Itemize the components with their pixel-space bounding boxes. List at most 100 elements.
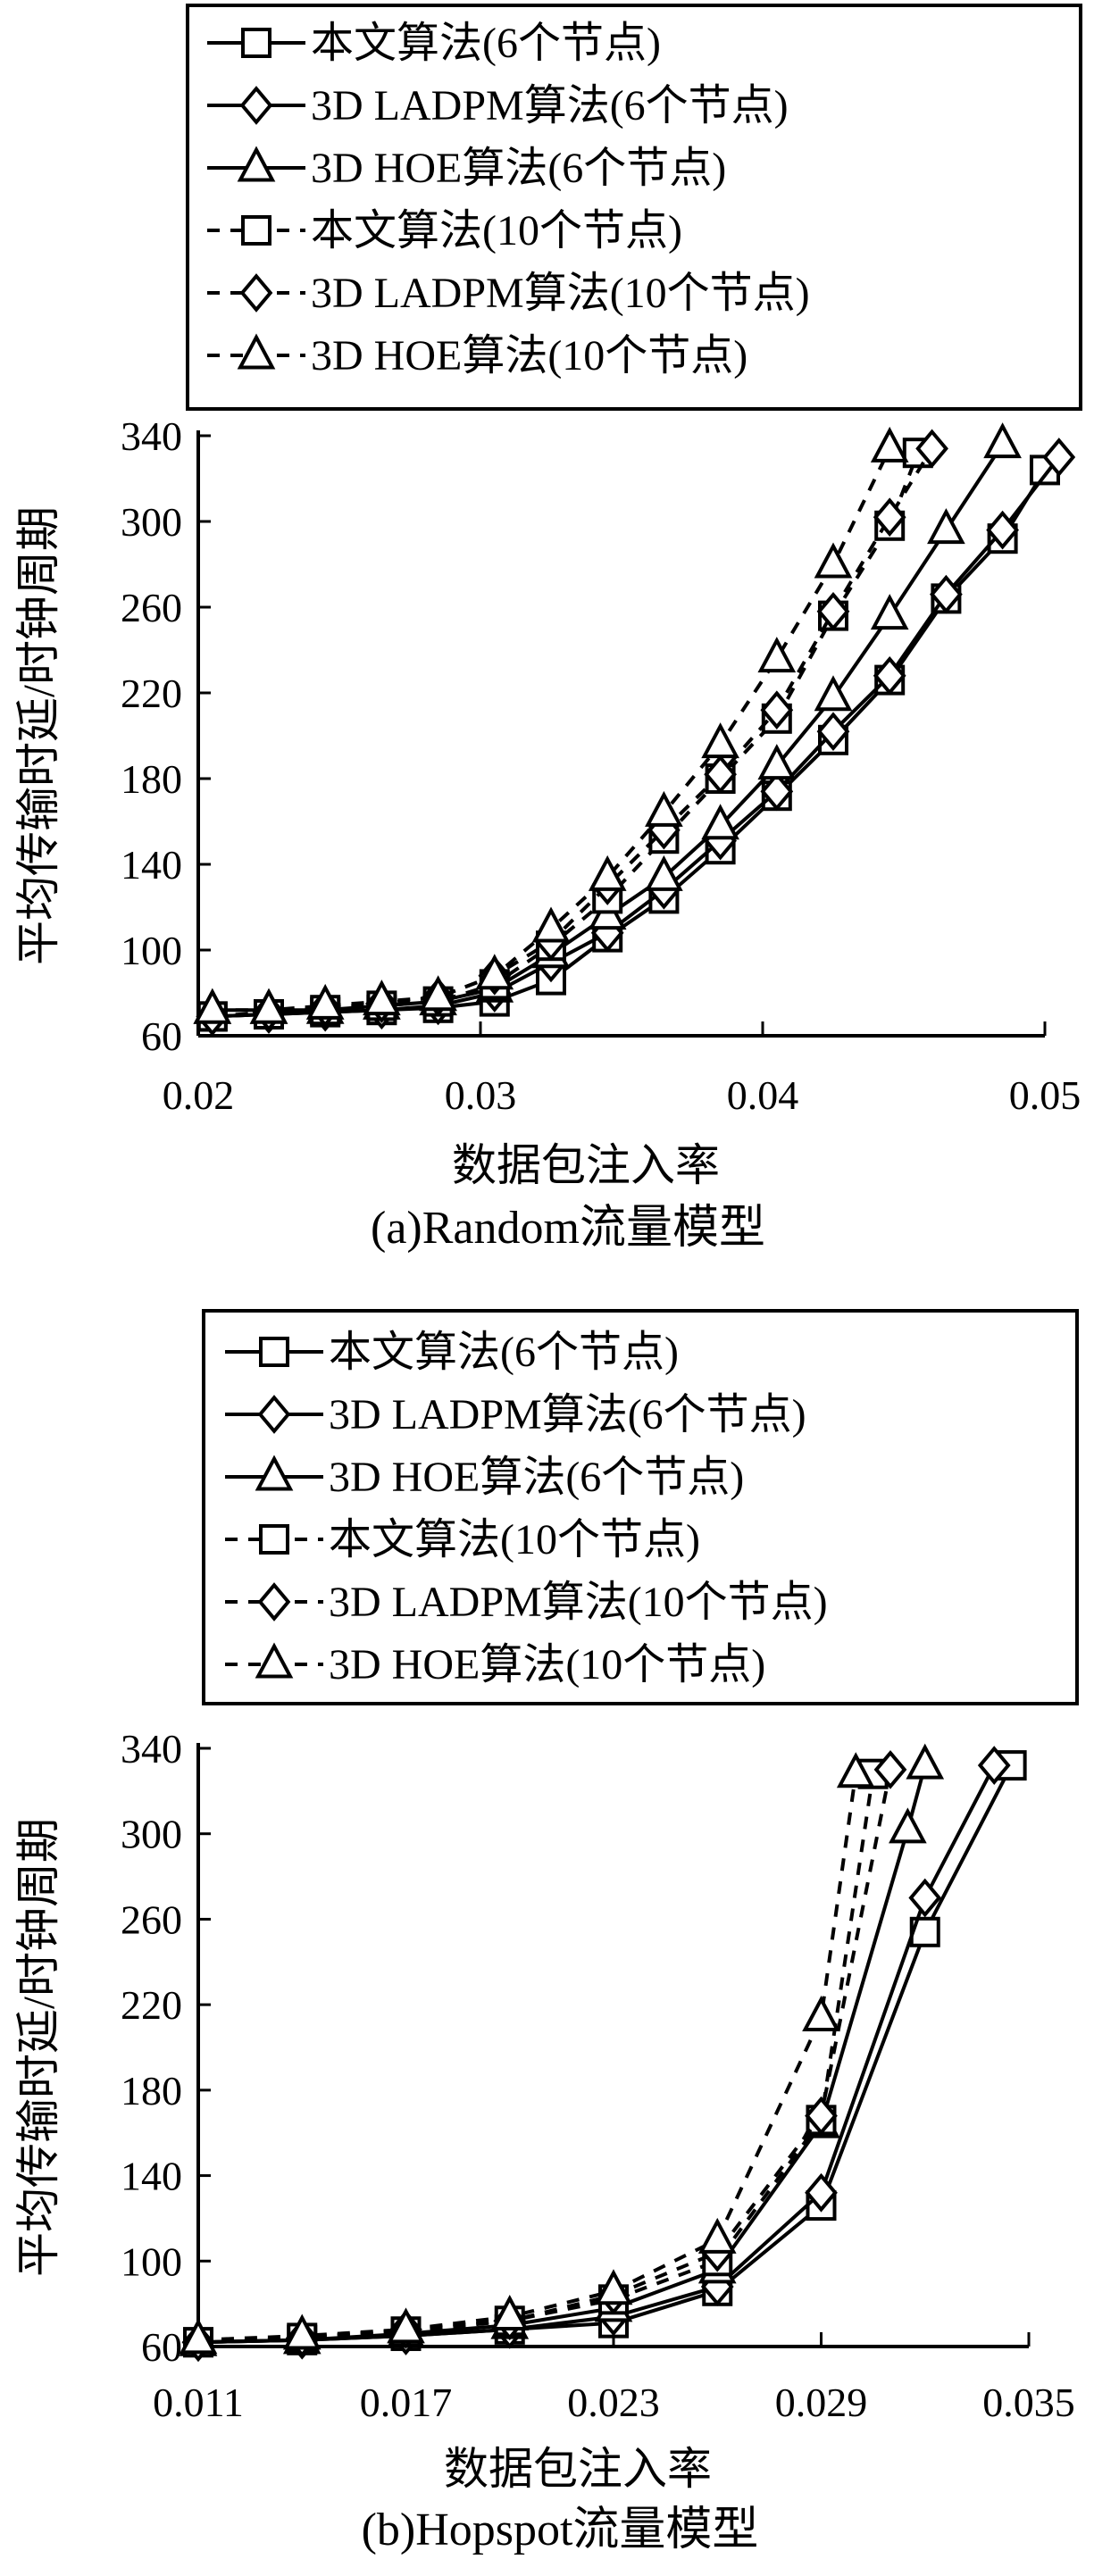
legend-entry: 本文算法(10个节点) bbox=[329, 1516, 700, 1563]
data-point-diamond bbox=[805, 2096, 838, 2136]
data-point-triangle bbox=[906, 1743, 945, 1780]
series-2 bbox=[181, 1746, 1011, 2363]
legend-triangle-marker bbox=[237, 333, 276, 370]
series-6 bbox=[179, 1752, 875, 2355]
data-point-triangle bbox=[305, 983, 345, 1020]
data-point-diamond bbox=[873, 497, 906, 538]
data-point-triangle bbox=[475, 954, 514, 990]
legend-square-marker bbox=[259, 1337, 289, 1367]
data-point-square bbox=[909, 1916, 940, 1947]
chart-caption: (b)Hopspot流量模型 bbox=[362, 2505, 759, 2555]
x-tick-label: 0.05 bbox=[1009, 1072, 1081, 1118]
legend-square-marker bbox=[241, 28, 271, 58]
data-point-triangle bbox=[802, 1996, 840, 2031]
legend-entry: 3D LADPM算法(10个节点) bbox=[311, 270, 810, 317]
data-point-diamond bbox=[908, 1878, 942, 1918]
x-tick-label: 0.02 bbox=[163, 1072, 235, 1118]
legend-entry: 3D HOE算法(10个节点) bbox=[329, 1641, 765, 1688]
data-point-triangle bbox=[836, 1752, 875, 1788]
series-3 bbox=[179, 1743, 945, 2356]
y-tick-label: 300 bbox=[121, 1812, 182, 1857]
x-tick-label: 0.035 bbox=[982, 2380, 1075, 2425]
data-point-diamond bbox=[805, 2172, 838, 2213]
data-point-triangle bbox=[419, 975, 457, 1012]
data-point-diamond bbox=[704, 754, 737, 795]
chart-1: 本文算法(6个节点) 3D LADPM算法(6个节点) 3D HOE算法(6个节点)… bbox=[13, 4, 1082, 1254]
y-tick-label: 220 bbox=[121, 671, 182, 716]
data-point-triangle bbox=[594, 2269, 633, 2305]
legend-entry: 3D LADPM算法(6个节点) bbox=[329, 1391, 806, 1438]
series-line bbox=[197, 1764, 927, 2345]
series-line bbox=[197, 1764, 997, 2345]
chart-2: 本文算法(6个节点) 3D LADPM算法(6个节点) 3D HOE算法(6个节点)… bbox=[13, 1309, 1079, 2555]
y-tick-label: 140 bbox=[121, 842, 182, 888]
data-point-triangle bbox=[531, 906, 571, 943]
data-point-triangle bbox=[179, 2318, 218, 2355]
y-tick-label: 220 bbox=[121, 1982, 182, 2028]
legend-entry: 本文算法(6个节点) bbox=[329, 1329, 679, 1376]
series-line bbox=[197, 1764, 1014, 2345]
legend-entry: 3D HOE算法(6个节点) bbox=[311, 145, 726, 192]
legend-triangle-marker bbox=[255, 1642, 294, 1679]
legend-frame bbox=[186, 4, 1082, 411]
chart-caption: (a)Random流量模型 bbox=[371, 1203, 765, 1254]
series-line bbox=[212, 455, 1061, 1019]
data-point-diamond bbox=[915, 429, 948, 469]
y-tick-label: 300 bbox=[121, 499, 182, 545]
data-point-triangle bbox=[193, 988, 232, 1024]
data-point-diamond bbox=[930, 574, 963, 614]
x-tick-label: 0.023 bbox=[567, 2380, 660, 2425]
data-point-triangle bbox=[927, 508, 965, 545]
data-point-diamond bbox=[873, 655, 906, 696]
legend-entry: 本文算法(6个节点) bbox=[311, 20, 661, 67]
data-point-triangle bbox=[645, 790, 683, 827]
data-point-diamond bbox=[816, 591, 850, 631]
data-point-triangle bbox=[387, 2307, 425, 2344]
series-line bbox=[197, 1773, 875, 2345]
data-point-triangle bbox=[645, 854, 683, 891]
data-point-triangle bbox=[697, 2217, 737, 2254]
legend-square-marker bbox=[259, 1524, 289, 1555]
x-tick-label: 0.011 bbox=[153, 2380, 244, 2425]
data-point-triangle bbox=[757, 744, 797, 780]
data-point-triangle bbox=[889, 1807, 927, 1844]
y-tick-label: 180 bbox=[121, 756, 182, 802]
data-point-diamond bbox=[977, 1746, 1011, 1786]
data-point-triangle bbox=[870, 594, 909, 630]
y-tick-label: 260 bbox=[121, 1897, 182, 1942]
data-point-triangle bbox=[701, 722, 739, 759]
series-line bbox=[197, 1773, 858, 2342]
data-point-triangle bbox=[249, 988, 288, 1024]
y-axis-title: 平均传输时延/时钟周期 bbox=[13, 506, 63, 965]
legend-entry: 3D LADPM算法(6个节点) bbox=[311, 82, 789, 129]
data-point-triangle bbox=[983, 422, 1022, 459]
series-5 bbox=[181, 1750, 907, 2363]
data-point-triangle bbox=[814, 542, 853, 579]
data-point-diamond bbox=[760, 690, 794, 730]
data-point-triangle bbox=[588, 854, 627, 891]
legend-entry: 3D HOE算法(10个节点) bbox=[311, 332, 747, 379]
data-point-triangle bbox=[870, 426, 909, 463]
legend-entry: 3D LADPM算法(10个节点) bbox=[329, 1579, 828, 1626]
y-tick-label: 340 bbox=[121, 413, 182, 459]
legend-diamond-marker bbox=[239, 86, 273, 125]
legend-entry: 3D HOE算法(6个节点) bbox=[329, 1454, 744, 1501]
series-line bbox=[197, 1769, 892, 2345]
legend-diamond-marker bbox=[257, 1582, 291, 1621]
legend-entry: 本文算法(10个节点) bbox=[311, 207, 682, 254]
x-tick-label: 0.03 bbox=[445, 1072, 517, 1118]
legend-1: 本文算法(6个节点) 3D LADPM算法(6个节点) 3D HOE算法(6个节点)… bbox=[186, 4, 1082, 411]
legend-frame bbox=[202, 1309, 1079, 1705]
data-point-triangle bbox=[363, 980, 401, 1016]
data-point-diamond bbox=[1042, 438, 1076, 477]
y-tick-label: 140 bbox=[121, 2154, 182, 2199]
y-tick-label: 180 bbox=[121, 2068, 182, 2113]
data-point-diamond bbox=[873, 1750, 907, 1789]
legend-triangle-marker bbox=[255, 1455, 294, 1491]
y-tick-label: 60 bbox=[141, 2324, 182, 2370]
data-point-diamond bbox=[986, 510, 1019, 550]
legend-triangle-marker bbox=[237, 146, 276, 182]
data-point-diamond bbox=[760, 771, 794, 812]
y-tick-label: 100 bbox=[121, 2238, 182, 2284]
y-tick-label: 100 bbox=[121, 928, 182, 973]
